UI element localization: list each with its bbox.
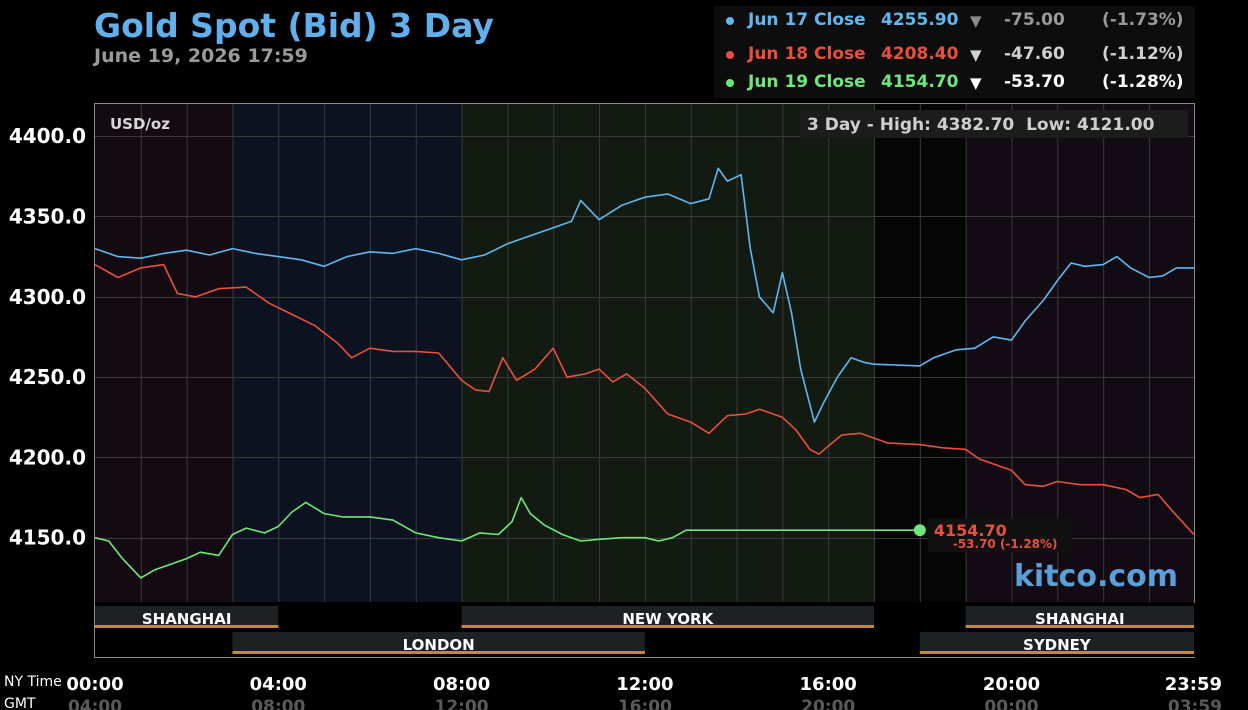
last-change-label: -53.70 (-1.28%) <box>953 537 1058 551</box>
x-tick-label: 04:00 <box>250 674 307 695</box>
gmt-tick-label: 00:00 <box>984 697 1038 710</box>
series-line-jun-17-close <box>94 167 1194 423</box>
session-sydney <box>919 632 1194 652</box>
session-bar <box>95 625 279 628</box>
x-tick-label: 23:59 <box>1165 674 1222 695</box>
gmt-axis-title: GMT <box>4 696 36 710</box>
session-label: SYDNEY <box>1023 636 1092 654</box>
y-tick-label: 4150.0 <box>9 526 86 550</box>
legend-dot-icon <box>726 79 734 87</box>
legend-row-jun17: Jun 17 Close 4255.90 ▼ -75.00 (-1.73%) <box>714 6 1195 34</box>
gmt-tick-label: 16:00 <box>618 697 672 710</box>
legend-row-jun19: Jun 19 Close 4154.70 ▼ -53.70 (-1.28%) <box>714 68 1195 96</box>
gmt-tick-label: 03:59 <box>1168 697 1222 710</box>
session-shanghai <box>965 606 1194 626</box>
last-price-box <box>927 518 1072 553</box>
down-arrow-icon: ▼ <box>970 74 982 92</box>
unit-label: USD/oz <box>110 115 170 133</box>
session-london <box>232 632 645 652</box>
watermark: kitco.com <box>1014 559 1178 594</box>
x-tick-label: 08:00 <box>433 674 490 695</box>
session-band <box>95 104 233 602</box>
series-line-jun-19-close <box>94 496 920 579</box>
gmt-tick-label: 04:00 <box>68 697 122 710</box>
close-legend: Jun 17 Close 4255.90 ▼ -75.00 (-1.73%) J… <box>714 6 1195 98</box>
series-line-jun-18-close <box>94 263 1195 536</box>
session-label: NEW YORK <box>622 610 714 628</box>
session-bar <box>919 651 1194 654</box>
last-price-label: 4154.70 <box>934 521 1007 540</box>
session-label: LONDON <box>403 636 475 654</box>
session-bar <box>232 651 645 654</box>
x-tick-label: 12:00 <box>616 674 673 695</box>
legend-percent: (-1.12%) <box>1102 44 1184 64</box>
session-bar <box>965 625 1194 628</box>
gmt-tick-label: 12:00 <box>435 697 489 710</box>
legend-percent: (-1.73%) <box>1102 10 1184 30</box>
down-arrow-icon: ▼ <box>970 12 982 30</box>
session-label: SHANGHAI <box>1035 610 1125 628</box>
y-tick-label: 4400.0 <box>9 124 86 148</box>
gmt-tick-label: 20:00 <box>801 697 855 710</box>
legend-value: 4208.40 <box>881 44 959 64</box>
chart-title: Gold Spot (Bid) 3 Day <box>94 6 494 45</box>
legend-percent: (-1.28%) <box>1102 72 1184 92</box>
legend-change: -75.00 <box>1004 10 1065 30</box>
y-tick-label: 4250.0 <box>9 365 86 389</box>
legend-dot-icon <box>726 17 734 25</box>
legend-label: Jun 19 Close <box>748 72 866 92</box>
x-tick-label: 00:00 <box>66 674 123 695</box>
range-label: 3 Day - High: 4382.70 Low: 4121.00 <box>807 115 1155 135</box>
session-label: SHANGHAI <box>142 610 232 628</box>
legend-label: Jun 18 Close <box>748 44 866 64</box>
gmt-tick-label: 08:00 <box>251 697 305 710</box>
legend-value: 4255.90 <box>881 10 959 30</box>
ny-time-axis-title: NY Time <box>4 674 62 690</box>
legend-dot-icon <box>726 51 734 59</box>
legend-row-jun18: Jun 18 Close 4208.40 ▼ -47.60 (-1.12%) <box>714 40 1195 68</box>
range-box <box>800 110 1188 138</box>
session-bar <box>461 625 875 628</box>
y-tick-label: 4300.0 <box>9 285 86 309</box>
legend-label: Jun 17 Close <box>748 10 866 30</box>
session-new-york <box>461 606 875 626</box>
legend-change: -53.70 <box>1004 72 1065 92</box>
down-arrow-icon: ▼ <box>970 46 982 64</box>
x-tick-label: 16:00 <box>800 674 857 695</box>
plot-frame <box>94 103 1195 658</box>
x-tick-label: 20:00 <box>983 674 1040 695</box>
chart-timestamp: June 19, 2026 17:59 <box>94 45 308 67</box>
legend-change: -47.60 <box>1004 44 1065 64</box>
legend-value: 4154.70 <box>881 72 959 92</box>
session-shanghai <box>95 606 279 626</box>
last-point-marker <box>913 524 926 537</box>
y-tick-label: 4200.0 <box>9 445 86 469</box>
y-tick-label: 4350.0 <box>9 204 86 228</box>
session-band <box>461 104 875 602</box>
